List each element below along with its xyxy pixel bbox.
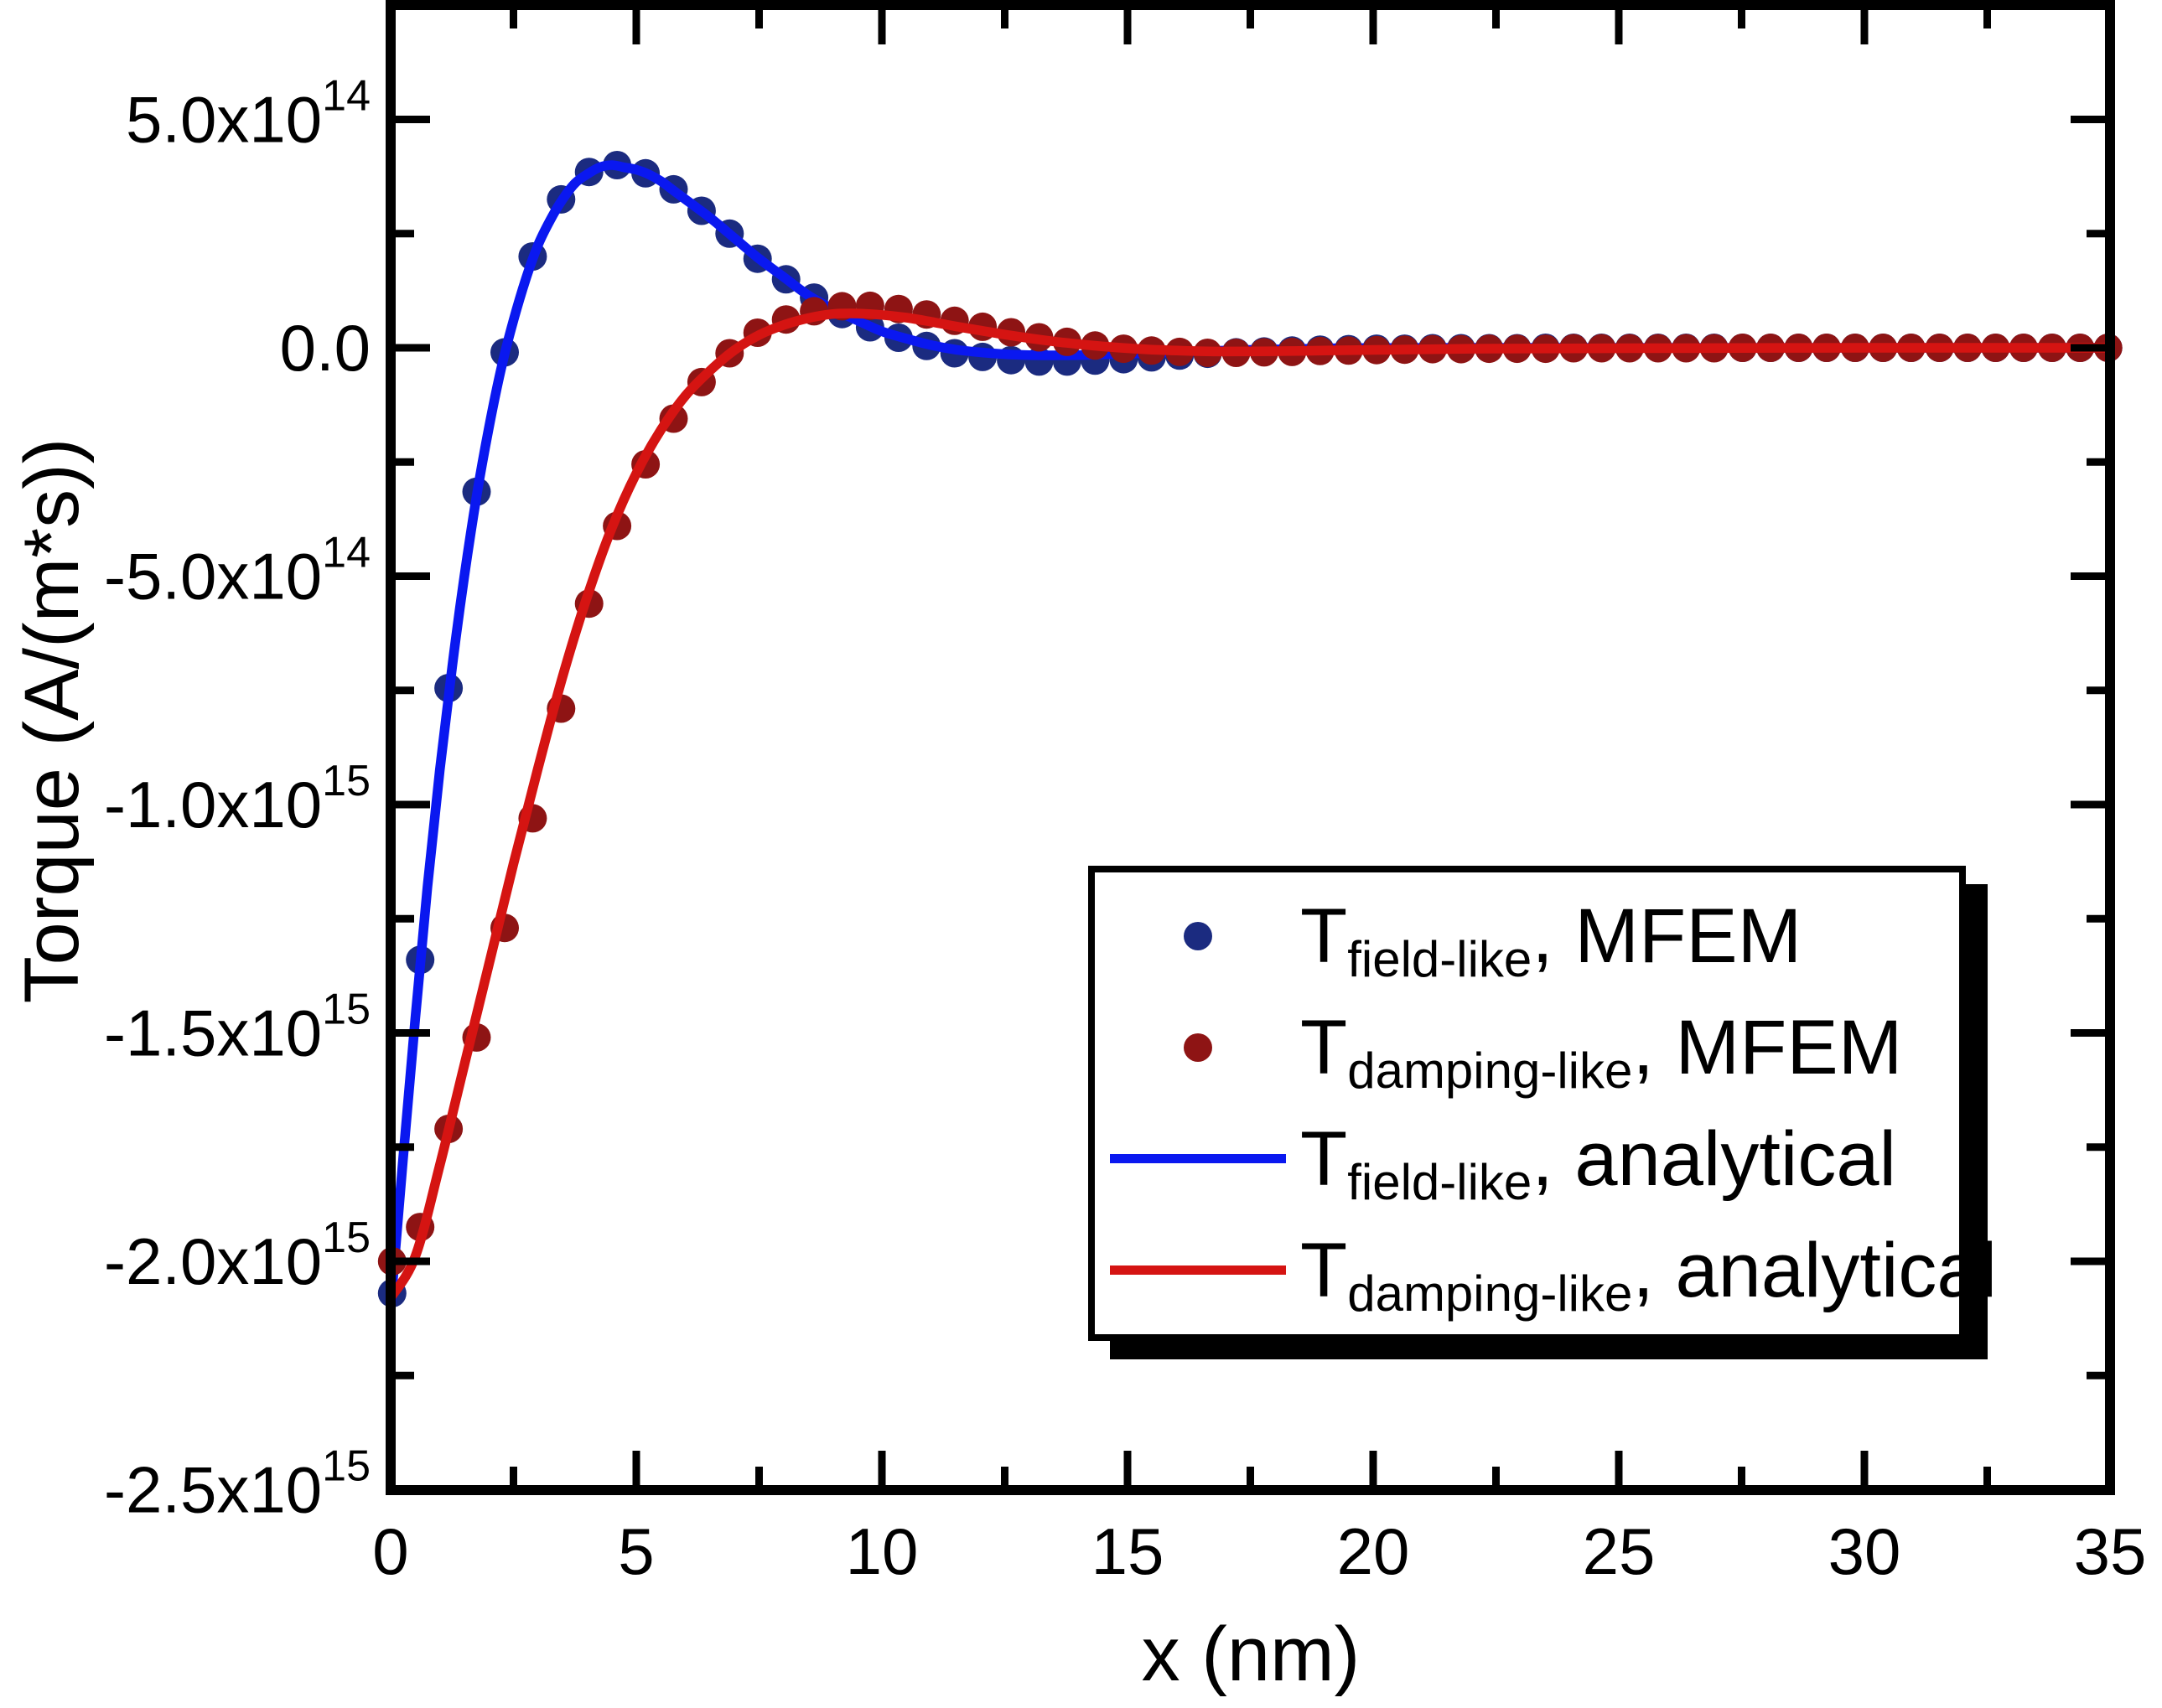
y-tick-label: -5.0x1014 (104, 529, 371, 613)
axes-frame (386, 0, 2115, 1495)
circle-marker-icon (1183, 922, 1212, 951)
x-tick-label: 25 (1583, 1514, 1656, 1588)
y-tick-label: -2.0x1015 (104, 1214, 371, 1298)
x-tick-label: 5 (618, 1514, 654, 1588)
legend-marker-cell (1095, 922, 1300, 951)
circle-marker-icon (1183, 1033, 1212, 1063)
y-tick-label: 5.0x1014 (126, 72, 371, 157)
x-tick-label: 10 (846, 1514, 919, 1588)
x-tick-label: 35 (2074, 1514, 2147, 1588)
y-axis-title: Torque (A/(m*s)) (9, 437, 95, 1004)
series-T_damping-like_analytical (386, 308, 2115, 1303)
y-tick-label: 0.0 (280, 311, 371, 385)
x-tick-label: 30 (1828, 1514, 1901, 1588)
legend: Tfield-like, MFEM Tdamping-like, MFEM Tf… (1088, 866, 1997, 1341)
line-marker-icon (1109, 1265, 1286, 1276)
legend-item-damping-like-mfem: Tdamping-like, MFEM (1095, 993, 1959, 1102)
x-tick-label: 20 (1337, 1514, 1410, 1588)
x-tick-label: 0 (372, 1514, 408, 1588)
legend-label: Tfield-like, MFEM (1300, 893, 1802, 988)
legend-item-field-like-mfem: Tfield-like, MFEM (1095, 882, 1959, 991)
legend-marker-cell (1095, 1265, 1300, 1276)
y-tick-label: -1.0x1015 (104, 757, 371, 841)
legend-marker-cell (1095, 1033, 1300, 1063)
tick-labels: 5.0x1014 0.0 -5.0x1014 -1.0x1015 -1.5x1015 -2… (104, 72, 2146, 1589)
legend-item-damping-like-analytical: Tdamping-like, analytical (1095, 1216, 1997, 1325)
legend-label: Tdamping-like, MFEM (1300, 1005, 1903, 1099)
y-tick-label: -1.5x1015 (104, 986, 371, 1070)
y-tick-label: -2.5x1015 (104, 1442, 371, 1527)
legend-item-field-like-analytical: Tfield-like, analytical (1095, 1105, 1959, 1214)
x-axis-title: x (nm) (1141, 1612, 1361, 1697)
legend-label: Tdamping-like, analytical (1300, 1227, 1998, 1322)
legend-marker-cell (1095, 1154, 1300, 1164)
legend-label: Tfield-like, analytical (1300, 1115, 1896, 1210)
line-marker-icon (1109, 1154, 1286, 1164)
x-tick-label: 15 (1091, 1514, 1164, 1588)
